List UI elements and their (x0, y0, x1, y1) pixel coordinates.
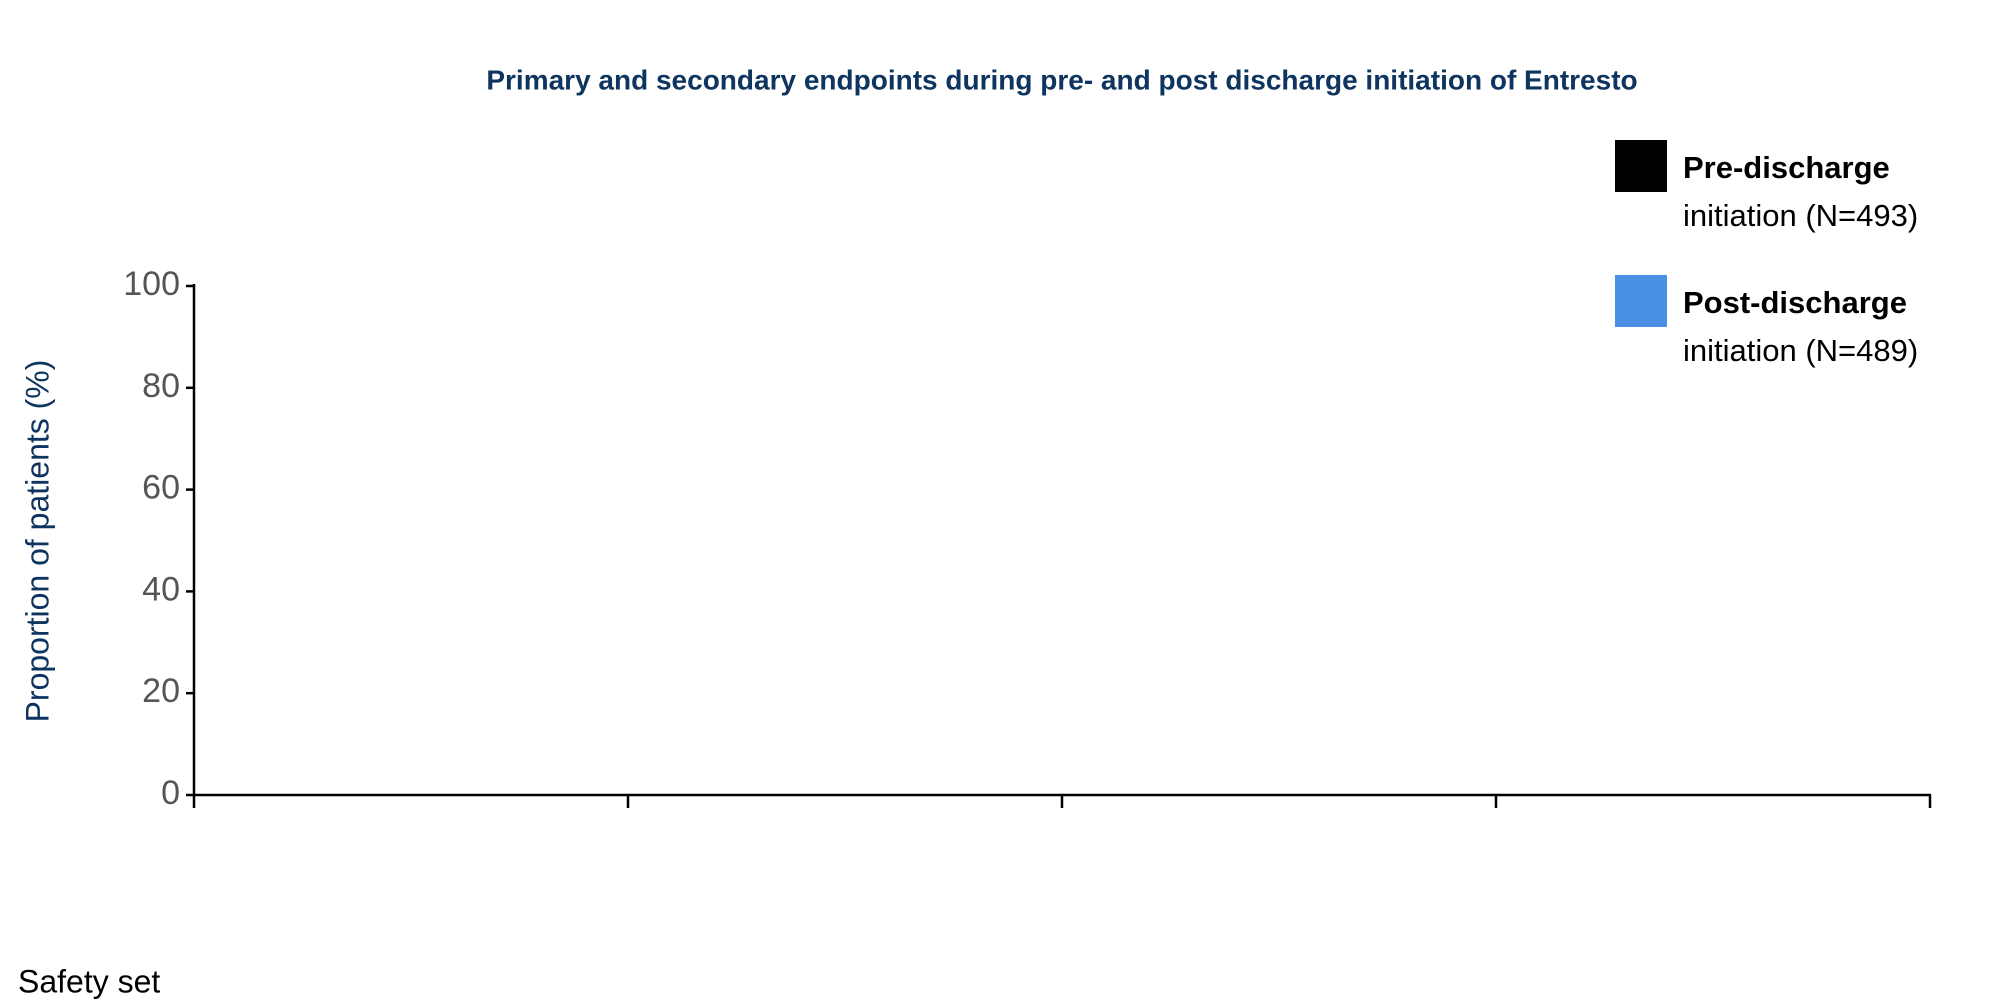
y-tick-label: 100 (123, 265, 180, 303)
legend-label: Post-discharge (1683, 285, 1907, 320)
y-tick-label: 20 (142, 672, 180, 710)
legend-label: Pre-discharge (1683, 150, 1890, 185)
legend-note: initiation (N=489) (1683, 333, 1918, 368)
y-tick-label: 0 (161, 774, 180, 812)
y-tick-label: 60 (142, 469, 180, 507)
chart-title: Primary and secondary endpoints during p… (486, 64, 1637, 95)
footnote: Safety set (18, 963, 160, 999)
y-axis-label: Proportion of patients (%) (19, 360, 55, 723)
legend-note: initiation (N=493) (1683, 198, 1918, 233)
legend-swatch (1615, 140, 1667, 192)
y-tick-label: 40 (142, 570, 180, 608)
y-tick-label: 80 (142, 367, 180, 405)
legend-swatch (1615, 275, 1667, 327)
